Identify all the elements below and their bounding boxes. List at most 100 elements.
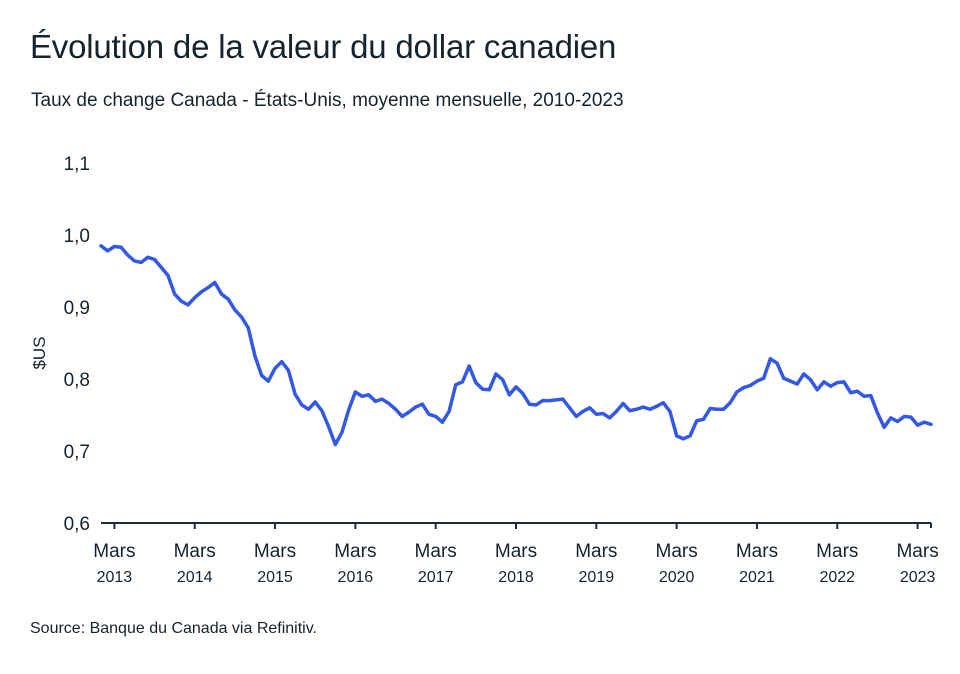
data-point — [895, 419, 900, 424]
data-point — [762, 376, 766, 380]
y-tick-label: 0,7 — [64, 442, 90, 463]
data-point — [166, 273, 170, 277]
data-point — [119, 245, 123, 249]
data-point — [286, 368, 291, 372]
data-point — [795, 382, 799, 386]
y-tick-label: 0,6 — [64, 514, 90, 535]
x-tick-month: Mars — [656, 541, 698, 562]
data-point — [634, 407, 639, 411]
chart-title: Évolution de la valeur du dollar canadie… — [30, 28, 617, 65]
data-point — [835, 381, 839, 385]
data-point — [661, 401, 665, 405]
x-tick-year: 2020 — [659, 569, 695, 586]
data-point — [521, 391, 525, 395]
data-point — [735, 390, 739, 394]
x-tick-year: 2016 — [338, 569, 374, 586]
x-tick-year: 2018 — [498, 569, 534, 586]
data-point — [802, 372, 806, 376]
data-point — [641, 405, 645, 409]
x-tick-year: 2023 — [900, 569, 936, 586]
x-tick-year: 2015 — [257, 569, 293, 586]
x-tick-month: Mars — [896, 541, 938, 562]
data-point — [347, 408, 351, 412]
data-point — [367, 393, 371, 397]
data-point — [253, 354, 257, 358]
y-tick-label: 0,9 — [64, 298, 90, 319]
data-point — [527, 402, 531, 406]
data-point — [132, 259, 137, 263]
data-point — [460, 380, 465, 384]
data-point — [567, 406, 572, 410]
x-tick-month: Mars — [575, 541, 617, 562]
data-point — [755, 379, 759, 383]
data-point — [675, 434, 679, 438]
data-point — [487, 388, 491, 392]
y-axis: 0,6 0,7 0,8 0,9 1,0 1,1 — [64, 154, 90, 535]
data-point — [333, 442, 337, 447]
data-point — [862, 394, 866, 398]
data-point — [869, 393, 873, 398]
x-tick-year: 2019 — [579, 569, 615, 586]
y-axis-label: $US — [30, 336, 49, 369]
data-point — [380, 397, 384, 401]
data-point — [480, 387, 485, 391]
data-point — [300, 403, 304, 407]
data-point — [494, 372, 498, 376]
data-point — [447, 409, 451, 413]
data-point — [808, 378, 813, 382]
data-point — [206, 285, 210, 290]
data-point — [849, 391, 853, 395]
data-point — [186, 303, 190, 307]
data-point — [822, 380, 826, 384]
data-point — [233, 308, 237, 312]
x-tick-year: 2014 — [177, 569, 213, 586]
data-point — [226, 297, 230, 301]
data-point — [400, 414, 404, 419]
data-point — [534, 403, 538, 407]
data-point — [273, 366, 277, 370]
data-point — [514, 385, 518, 389]
data-point — [842, 380, 846, 384]
series-layer — [99, 244, 933, 447]
data-point — [467, 364, 471, 368]
data-point — [427, 412, 431, 416]
x-tick-year: 2013 — [97, 569, 133, 586]
data-point — [420, 402, 424, 406]
data-point — [561, 397, 565, 401]
data-point — [193, 296, 197, 300]
data-point — [293, 392, 297, 396]
data-point — [554, 398, 558, 402]
data-point — [501, 378, 505, 382]
data-point — [775, 361, 779, 365]
data-point — [608, 416, 612, 420]
data-point — [547, 399, 552, 403]
data-point — [728, 401, 732, 405]
data-point — [614, 409, 619, 413]
x-tick-year: 2022 — [819, 569, 855, 586]
data-point — [454, 383, 458, 387]
data-point — [393, 407, 398, 411]
data-point — [306, 407, 311, 411]
data-point — [601, 411, 605, 416]
data-point — [902, 414, 906, 419]
data-point — [715, 407, 719, 411]
data-point — [541, 399, 545, 403]
data-point — [721, 407, 726, 411]
data-point — [106, 249, 110, 253]
data-point — [246, 326, 250, 330]
x-tick-month: Mars — [736, 541, 778, 562]
data-point — [581, 409, 585, 413]
data-point — [815, 388, 819, 392]
x-axis: Mars 2013 Mars 2014 Mars 2015 Mars 2016 Mars 2017… — [93, 522, 939, 586]
data-point — [782, 376, 786, 380]
data-point — [173, 292, 177, 296]
data-point — [909, 415, 913, 419]
data-point — [654, 404, 659, 408]
x-tick-year: 2021 — [739, 569, 775, 586]
data-point — [320, 409, 324, 413]
data-point — [260, 373, 264, 377]
data-point — [159, 265, 163, 269]
data-point — [414, 405, 418, 409]
data-point — [701, 417, 706, 421]
